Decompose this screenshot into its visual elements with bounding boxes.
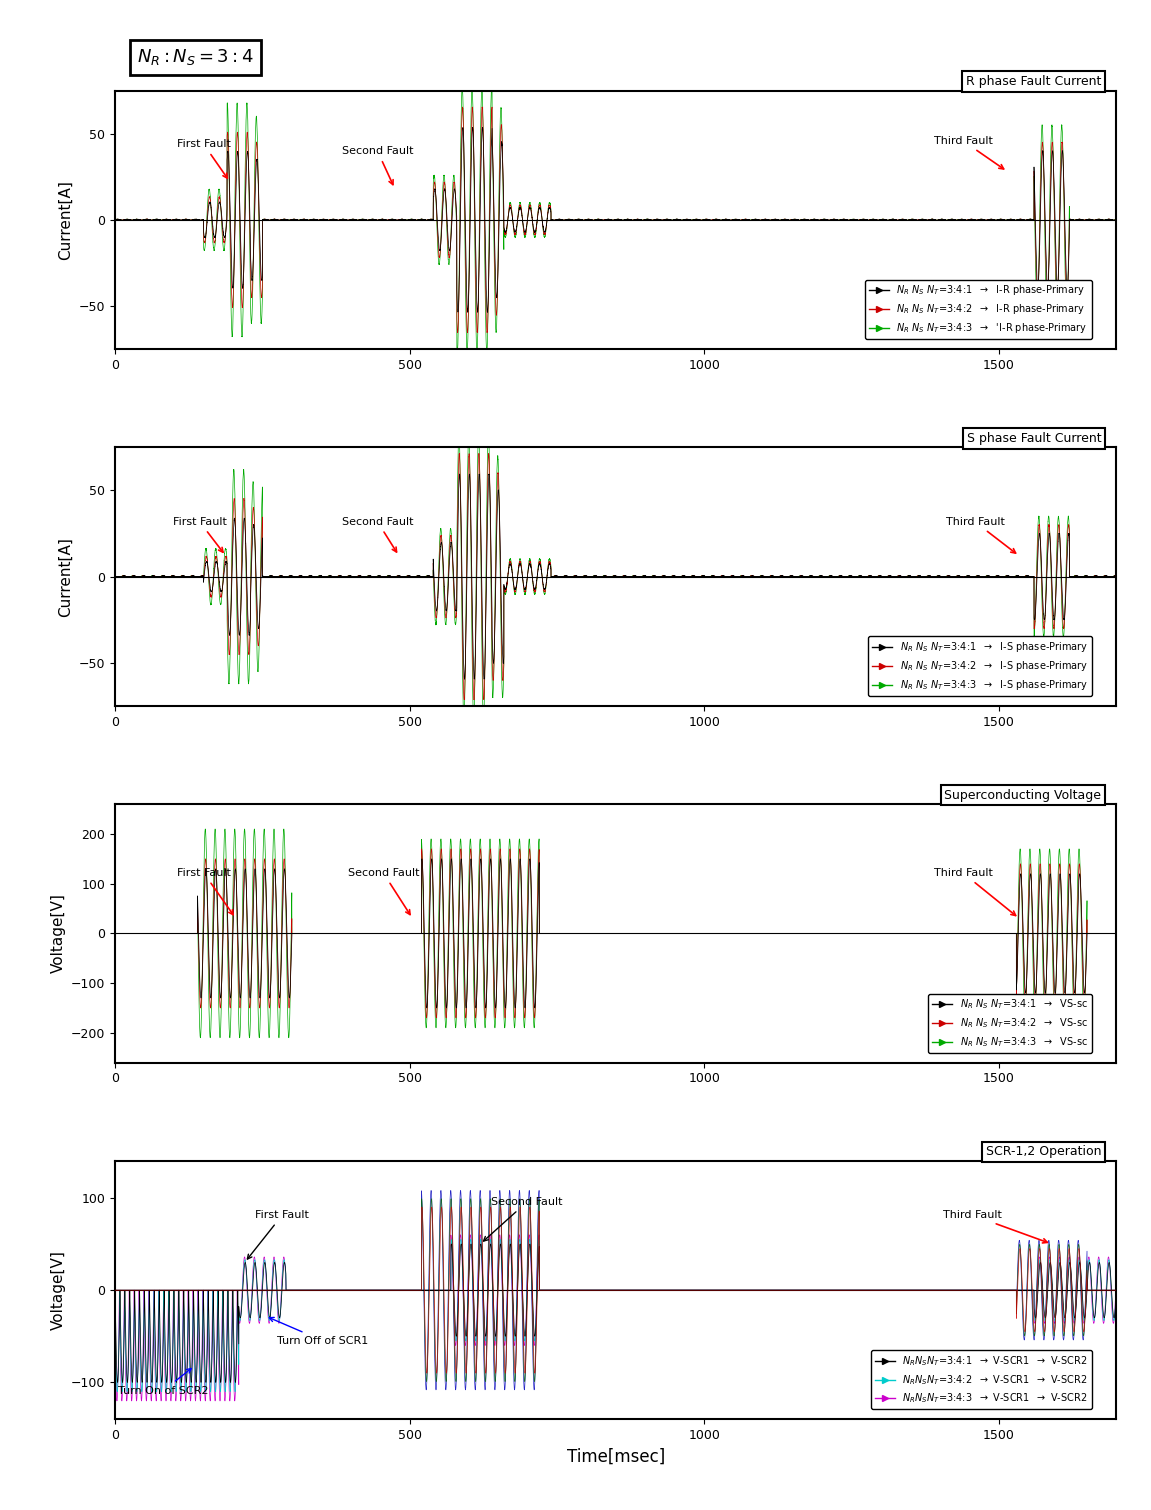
Text: R phase Fault Current: R phase Fault Current <box>966 76 1102 88</box>
Text: S phase Fault Current: S phase Fault Current <box>967 432 1102 445</box>
Text: Superconducting Voltage: Superconducting Voltage <box>945 788 1102 802</box>
Text: Second Fault: Second Fault <box>342 516 413 553</box>
Text: First Fault: First Fault <box>177 139 231 178</box>
Y-axis label: Voltage[V]: Voltage[V] <box>51 894 66 974</box>
Y-axis label: Voltage[V]: Voltage[V] <box>51 1250 66 1330</box>
Legend: $N_R$$N_S$$N_T$=3:4:1  $\rightarrow$ V-SCR1  $\rightarrow$ V-SCR2, $N_R$$N_S$$N_: $N_R$$N_S$$N_T$=3:4:1 $\rightarrow$ V-SC… <box>871 1350 1091 1409</box>
Text: SCR-1,2 Operation: SCR-1,2 Operation <box>986 1145 1102 1158</box>
Legend: $N_R$ $N_S$ $N_T$=3:4:1  $\rightarrow$  I-R phase-Primary, $N_R$ $N_S$ $N_T$=3:4: $N_R$ $N_S$ $N_T$=3:4:1 $\rightarrow$ I-… <box>866 279 1091 340</box>
Legend: $N_R$ $N_S$ $N_T$=3:4:1  $\rightarrow$  VS-sc, $N_R$ $N_S$ $N_T$=3:4:2  $\righta: $N_R$ $N_S$ $N_T$=3:4:1 $\rightarrow$ VS… <box>929 994 1091 1052</box>
Text: Third Fault: Third Fault <box>933 868 1015 915</box>
Text: Turn On of SCR2: Turn On of SCR2 <box>119 1368 208 1395</box>
Text: First Fault: First Fault <box>173 516 227 553</box>
Y-axis label: Current[A]: Current[A] <box>59 536 74 616</box>
Text: Third Fault: Third Fault <box>943 1210 1047 1243</box>
Text: Turn Off of SCR1: Turn Off of SCR1 <box>269 1317 368 1345</box>
Text: Third Fault: Third Fault <box>933 136 1004 169</box>
Y-axis label: Current[A]: Current[A] <box>59 180 74 260</box>
Text: Second Fault: Second Fault <box>348 868 419 915</box>
Legend: $N_R$ $N_S$ $N_T$=3:4:1  $\rightarrow$  I-S phase-Primary, $N_R$ $N_S$ $N_T$=3:4: $N_R$ $N_S$ $N_T$=3:4:1 $\rightarrow$ I-… <box>869 636 1091 696</box>
Text: $N_R:N_S=3:4$: $N_R:N_S=3:4$ <box>137 47 254 68</box>
Text: Second Fault: Second Fault <box>483 1197 563 1241</box>
Text: Second Fault: Second Fault <box>342 146 413 184</box>
Text: First Fault: First Fault <box>247 1210 310 1259</box>
X-axis label: Time[msec]: Time[msec] <box>566 1448 665 1466</box>
Text: First Fault: First Fault <box>177 868 234 915</box>
Text: Third Fault: Third Fault <box>946 516 1015 553</box>
